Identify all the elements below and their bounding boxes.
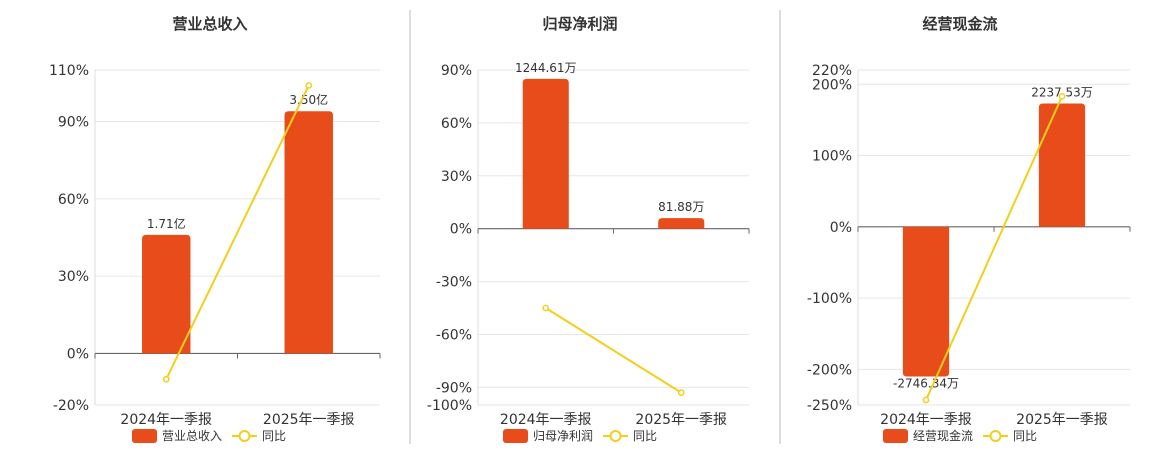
y-tick-label: 90% — [58, 115, 89, 131]
y-tick-label: 110% — [49, 63, 89, 79]
legend-label: 经营现金流 — [913, 428, 973, 443]
yoy-point — [1058, 93, 1066, 100]
bar-data-label: 1244.61万 — [515, 61, 577, 75]
bar — [1038, 103, 1086, 227]
x-tick-label: 2025年一季报 — [263, 412, 355, 428]
yoy-point — [162, 375, 170, 383]
legend-label: 同比 — [1013, 429, 1037, 443]
y-tick-label: 0% — [830, 220, 852, 236]
bar-data-label: 3.50亿 — [289, 92, 328, 107]
y-tick-label: -30% — [436, 275, 472, 291]
legend-label: 营业总收入 — [162, 429, 222, 443]
legend-swatch-bar — [883, 429, 908, 443]
legend-label: 同比 — [262, 429, 286, 443]
chart-title: 归母净利润 — [542, 15, 617, 33]
legend-swatch-point — [238, 430, 251, 442]
bar — [284, 111, 333, 354]
yoy-point — [922, 396, 930, 404]
bar-data-label: 2237.53万 — [1031, 86, 1093, 100]
panel-operating-cashflow: 经营现金流 220%200% 100% 0% -100% -200% -250% -2746… — [807, 15, 1131, 443]
chart-title: 营业总收入 — [172, 15, 247, 33]
legend-swatch-point — [609, 430, 622, 442]
panel-net-profit: 归母净利润 90% 60% 30% 0% -30% -60% -90% -100% 1244.6… — [427, 15, 750, 443]
x-tick-label: 2024年一季报 — [880, 412, 972, 428]
yoy-line — [165, 85, 310, 380]
y-tick-label: 0% — [450, 222, 472, 238]
y-tick-label: -20% — [53, 398, 89, 414]
chart-title: 经营现金流 — [922, 15, 997, 33]
legend-swatch-point — [989, 430, 1002, 442]
y-tick-label: -200% — [807, 362, 852, 378]
y-tick-label: 200% — [812, 77, 852, 93]
bar-data-label: 1.71亿 — [147, 216, 186, 231]
legend-label: 同比 — [633, 429, 657, 443]
y-tick-label: 30% — [58, 269, 89, 285]
yoy-line — [545, 307, 682, 394]
y-tick-label: 90% — [441, 63, 472, 79]
bar — [142, 234, 191, 354]
x-tick-label: 2024年一季报 — [120, 412, 212, 428]
legend-label: 归母净利润 — [533, 429, 593, 443]
y-tick-label: 0% — [67, 346, 89, 362]
x-tick-label: 2024年一季报 — [500, 412, 592, 428]
y-tick-label: -60% — [436, 327, 472, 343]
y-tick-label: 220% — [812, 63, 852, 79]
panel-revenue: 营业总收入 110% 90% 60% 30% 0% -20% 1.71亿 3.50亿 2024年… — [49, 15, 381, 443]
legend-swatch-bar — [132, 429, 157, 443]
y-tick-label: -100% — [427, 398, 472, 414]
bar — [658, 218, 705, 229]
bar-data-label: 81.88万 — [658, 200, 704, 214]
y-tick-label: -100% — [807, 291, 852, 307]
y-tick-label: 60% — [441, 116, 472, 132]
legend-swatch-bar — [503, 429, 528, 443]
yoy-point — [305, 82, 313, 89]
bar — [902, 226, 950, 377]
bar-data-label: -2746.34万 — [893, 376, 959, 390]
x-tick-label: 2025年一季报 — [635, 412, 727, 428]
yoy-point — [677, 389, 685, 397]
yoy-point — [542, 304, 550, 312]
yoy-line — [925, 95, 1063, 401]
bar — [522, 78, 569, 229]
y-tick-label: -250% — [807, 398, 852, 414]
y-tick-label: 60% — [58, 192, 89, 208]
x-tick-label: 2025年一季报 — [1016, 412, 1108, 428]
y-tick-label: -90% — [436, 380, 472, 396]
y-tick-label: 30% — [441, 169, 472, 185]
y-tick-label: 100% — [812, 149, 852, 165]
